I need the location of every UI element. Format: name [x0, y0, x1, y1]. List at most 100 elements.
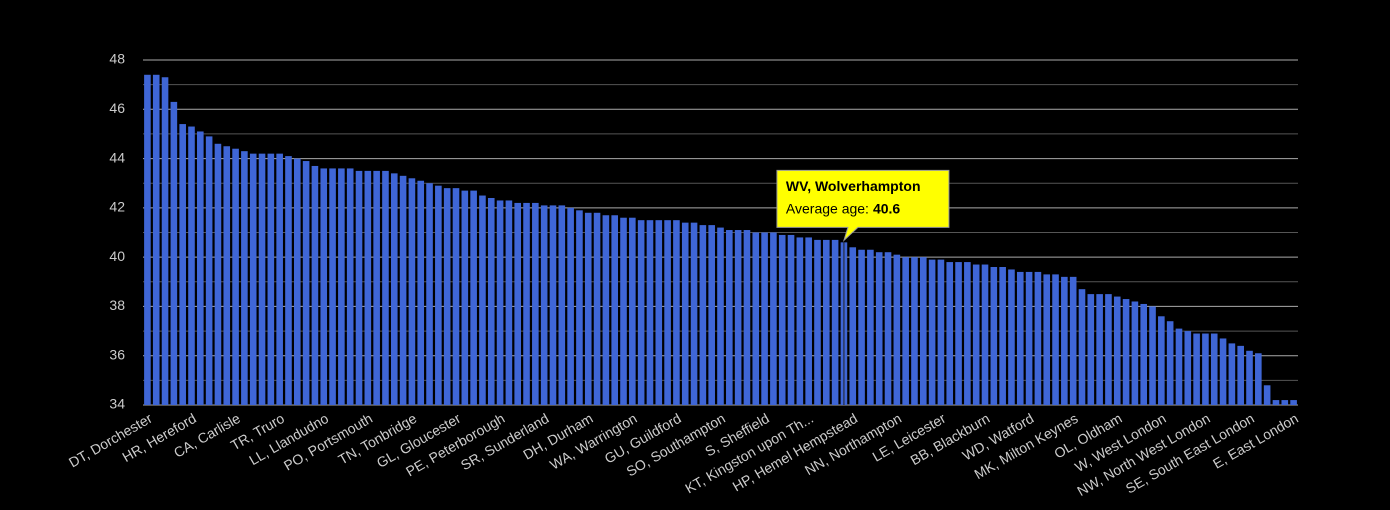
bar [1113, 296, 1121, 405]
bar [708, 225, 715, 405]
bar [805, 237, 812, 405]
bar [355, 170, 363, 405]
bar [893, 254, 901, 405]
bar [276, 153, 283, 405]
bar [1246, 350, 1253, 405]
bar [611, 215, 618, 405]
y-tick-label: 42 [109, 199, 125, 215]
bar [955, 262, 962, 405]
bar [452, 188, 460, 405]
bar [823, 239, 830, 405]
bar [214, 143, 222, 406]
bar [1202, 333, 1209, 405]
tooltip-value: 40.6 [873, 200, 900, 216]
bar [1016, 271, 1024, 405]
bar [505, 200, 513, 405]
bar [532, 202, 539, 405]
bar [1263, 385, 1271, 405]
bar [673, 220, 680, 405]
bar [373, 170, 380, 405]
bar [487, 198, 495, 405]
bar [232, 148, 239, 405]
bar [1078, 289, 1086, 405]
bar [205, 136, 213, 405]
bar [717, 227, 724, 405]
bar [417, 180, 425, 405]
bar [514, 202, 522, 405]
bar [831, 239, 839, 405]
bar [919, 257, 927, 405]
bar [752, 232, 760, 405]
bar [1008, 269, 1015, 405]
bar [1052, 274, 1059, 405]
bar [902, 257, 909, 405]
tooltip-box [776, 169, 950, 242]
bar [443, 188, 451, 405]
bar [770, 232, 777, 405]
bar [1290, 400, 1297, 405]
y-tick-label: 38 [109, 297, 125, 313]
y-tick-label: 40 [109, 248, 125, 264]
bar [1281, 400, 1289, 405]
bar [743, 230, 751, 405]
bar [637, 220, 645, 405]
bar [664, 220, 671, 405]
bar [1166, 321, 1174, 405]
bar [293, 158, 301, 405]
bar [602, 215, 610, 405]
bar [249, 153, 257, 405]
bar [690, 222, 698, 405]
bar [576, 210, 583, 405]
bar [928, 259, 936, 405]
bar [399, 175, 407, 405]
bar [999, 267, 1006, 405]
bar [796, 237, 804, 405]
y-tick-label: 48 [109, 51, 125, 67]
bar [1272, 400, 1280, 405]
bar [1255, 353, 1262, 405]
bar [1175, 328, 1183, 405]
y-tick-label: 44 [109, 149, 125, 165]
bar [470, 190, 477, 405]
bar [170, 101, 178, 406]
bar [620, 217, 627, 405]
bar [161, 77, 169, 405]
bar [646, 220, 654, 405]
y-tick-label: 34 [109, 396, 125, 412]
bar [1184, 331, 1192, 405]
bar [558, 205, 566, 405]
bar [964, 262, 971, 405]
bar [364, 170, 372, 405]
bar [241, 151, 248, 405]
bar [197, 131, 204, 405]
bar [346, 168, 354, 405]
bar [390, 173, 398, 405]
bar [479, 195, 486, 405]
bar [258, 153, 266, 405]
y-tick-label: 46 [109, 100, 125, 116]
bar [302, 161, 310, 405]
bar [867, 249, 874, 405]
bar [549, 205, 557, 405]
bar [1237, 345, 1244, 405]
bar [1122, 299, 1130, 405]
bar [188, 126, 195, 406]
bar [655, 220, 663, 405]
bar [179, 124, 186, 406]
bar [849, 247, 857, 405]
bar [285, 156, 292, 405]
bar [144, 74, 151, 406]
bar [1219, 338, 1227, 405]
bar [1105, 294, 1112, 405]
bar [972, 264, 980, 405]
bar [593, 212, 601, 405]
bar [1043, 274, 1051, 405]
bar [311, 165, 319, 405]
bar [1149, 306, 1156, 405]
bar [223, 146, 231, 405]
bar [726, 230, 733, 405]
bar [937, 259, 945, 405]
bar [435, 185, 442, 405]
bar [699, 225, 707, 405]
